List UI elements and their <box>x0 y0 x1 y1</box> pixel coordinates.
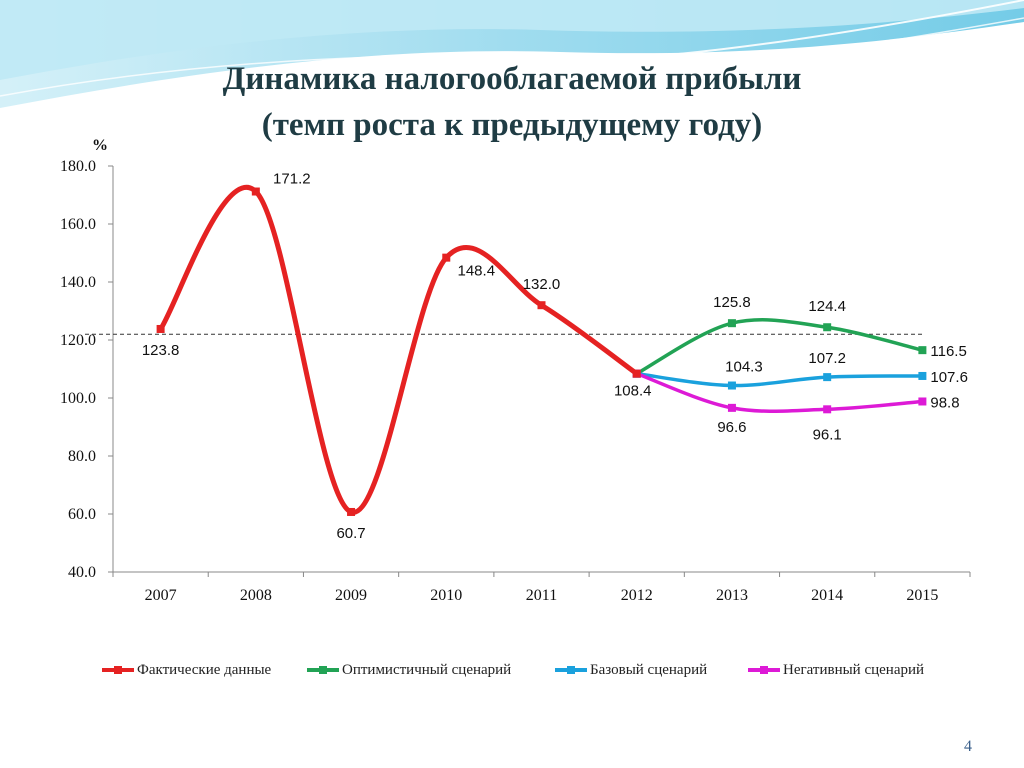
slide-title: Динамика налогооблагаемой прибыли <box>222 61 802 97</box>
data-label-actual: 132.0 <box>523 276 561 293</box>
series-line-base <box>634 371 925 388</box>
data-label-actual: 148.4 <box>458 263 496 280</box>
data-point-actual <box>347 507 356 516</box>
data-point-actual <box>632 369 641 378</box>
data-label-optimistic: 116.5 <box>930 343 966 360</box>
header-wave-decoration <box>0 0 1024 108</box>
data-point-actual <box>442 253 451 262</box>
data-label-negative: 96.1 <box>813 426 842 443</box>
x-tick-label: 2007 <box>145 587 177 604</box>
x-tick-label: 2015 <box>906 587 938 604</box>
data-label-actual: 60.7 <box>336 525 365 542</box>
data-label-base: 107.2 <box>808 350 846 367</box>
y-tick-label: 40.0 <box>68 564 96 581</box>
legend-item-base: Базовый сценарий <box>555 660 707 680</box>
y-tick-label: 100.0 <box>60 390 96 407</box>
data-label-actual: 108.4 <box>614 383 652 400</box>
data-label-actual: 171.2 <box>273 171 311 188</box>
y-tick-label: 160.0 <box>60 216 96 233</box>
slide-subtitle: (темп роста к предыдущему году) <box>261 107 763 143</box>
x-tick-label: 2011 <box>526 587 557 604</box>
line-chart: 40.0 60.0 80.0 100.0 120.0 140.0 160.0 180.0% 20… <box>60 137 971 604</box>
data-point-base <box>918 371 927 380</box>
data-point-negative <box>918 397 927 406</box>
legend-swatch-actual <box>102 660 134 680</box>
data-point-actual <box>156 324 165 333</box>
y-tick-label: 140.0 <box>60 274 96 291</box>
data-point-actual <box>251 187 260 196</box>
legend-marker-actual <box>114 666 122 674</box>
data-point-optimistic <box>918 346 927 355</box>
legend <box>86 628 962 712</box>
legend-item-negative: Негативный сценарий <box>748 660 924 680</box>
data-point-base <box>823 373 832 382</box>
legend-swatch-optimistic <box>307 660 339 680</box>
data-point-actual <box>537 301 546 310</box>
data-point-optimistic <box>823 323 832 332</box>
legend-marker-base <box>567 666 575 674</box>
series-line-actual <box>158 185 640 515</box>
data-label-negative: 96.6 <box>717 419 746 436</box>
data-label-base: 104.3 <box>725 359 763 376</box>
legend-swatch-base <box>555 660 587 680</box>
y-tick-label: 120.0 <box>60 332 96 349</box>
x-tick-label: 2013 <box>716 587 748 604</box>
y-unit-label: % <box>92 137 108 154</box>
data-point-base <box>727 381 736 390</box>
data-point-negative <box>727 403 736 412</box>
data-point-negative <box>823 405 832 414</box>
legend-item-actual: Фактические данные <box>102 660 271 680</box>
y-tick-label: 180.0 <box>60 158 96 175</box>
x-tick-label: 2010 <box>430 587 462 604</box>
page-number: 4 <box>964 738 972 755</box>
data-label-optimistic: 125.8 <box>713 294 751 311</box>
series-line-negative <box>634 371 925 413</box>
data-label-negative: 98.8 <box>930 394 959 411</box>
legend-item-optimistic: Оптимистичный сценарий <box>307 660 511 680</box>
series-line-optimistic <box>634 318 925 376</box>
legend-label-actual: Фактические данные <box>137 661 272 678</box>
y-tick-label: 60.0 <box>68 506 96 523</box>
legend-label-negative: Негативный сценарий <box>783 661 925 678</box>
x-tick-label: 2009 <box>335 587 367 604</box>
y-tick-label: 80.0 <box>68 448 96 465</box>
legend-label-base: Базовый сценарий <box>590 661 708 678</box>
data-point-optimistic <box>727 319 736 328</box>
x-tick-label: 2014 <box>811 587 843 604</box>
x-tick-label: 2012 <box>621 587 653 604</box>
legend-swatch-negative <box>748 660 780 680</box>
legend-marker-negative <box>760 666 768 674</box>
data-label-base: 107.6 <box>930 369 968 386</box>
data-label-optimistic: 124.4 <box>808 298 846 315</box>
data-label-actual: 123.8 <box>142 342 180 359</box>
legend-marker-optimistic <box>319 666 327 674</box>
x-tick-label: 2008 <box>240 587 272 604</box>
legend-label-optimistic: Оптимистичный сценарий <box>342 661 512 678</box>
